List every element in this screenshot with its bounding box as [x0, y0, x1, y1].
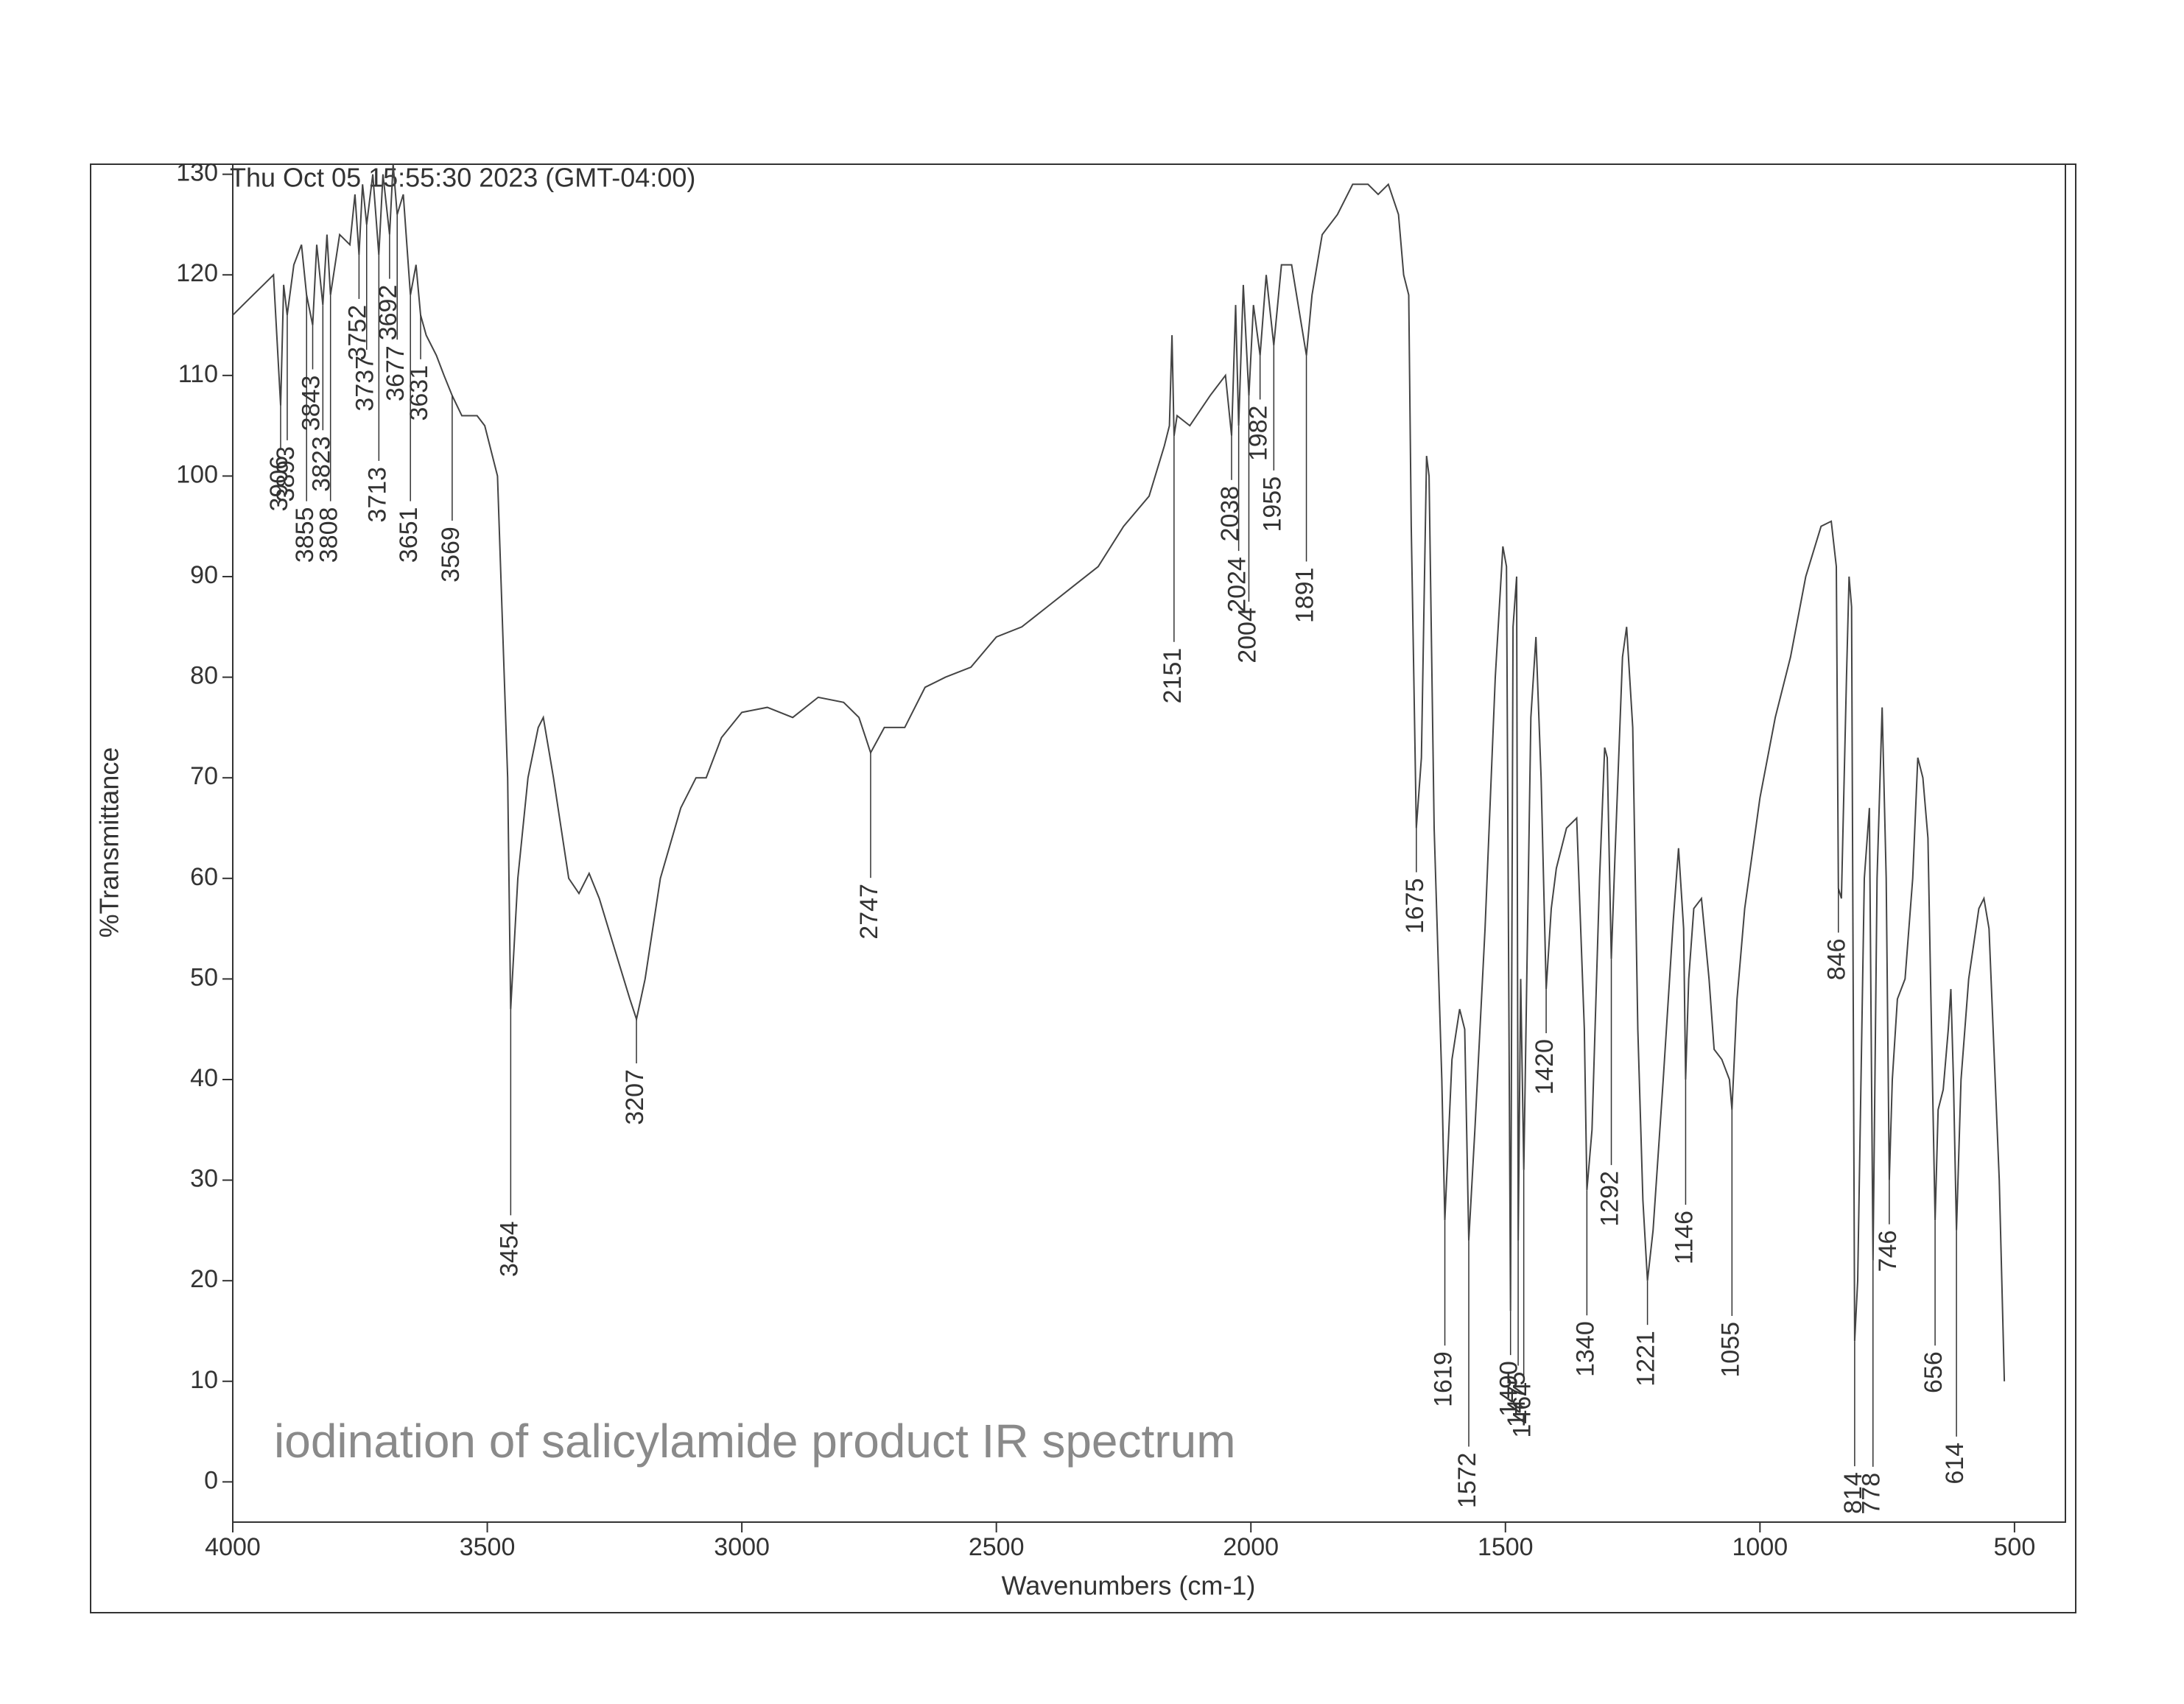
peak-label: 3808	[315, 507, 343, 563]
y-tick-label: 110	[178, 360, 218, 388]
peak-label: 3569	[437, 527, 465, 582]
peak-label: 1340	[1571, 1321, 1599, 1377]
y-tick-label: 90	[190, 561, 218, 589]
peak-label: 2038	[1216, 486, 1244, 542]
peak-label: 3651	[395, 507, 423, 563]
peak-label: 2151	[1159, 648, 1187, 704]
peak-label: 1464	[1509, 1382, 1537, 1438]
peak-label: 746	[1874, 1231, 1902, 1272]
y-axis-label: %Transmittance	[94, 747, 124, 938]
x-tick-label: 2500	[969, 1533, 1025, 1561]
peak-label: 614	[1941, 1443, 1969, 1485]
y-tick-label: 80	[190, 662, 218, 690]
peak-label: 3454	[495, 1221, 523, 1277]
peak-label: 3855	[291, 507, 319, 563]
x-tick-label: 2000	[1223, 1533, 1279, 1561]
peak-label: 3823	[307, 436, 335, 492]
x-tick-label: 500	[1994, 1533, 2036, 1561]
peak-label: 3752	[343, 305, 371, 361]
y-tick-label: 50	[190, 963, 218, 991]
peak-label: 1055	[1716, 1322, 1744, 1378]
peak-label: 1490	[1495, 1361, 1523, 1417]
x-tick-label: 3000	[714, 1533, 770, 1561]
peak-label: 3737	[351, 356, 379, 412]
y-tick-label: 10	[190, 1366, 218, 1394]
peak-label: 1982	[1245, 406, 1273, 462]
y-tick-label: 40	[190, 1064, 218, 1092]
peak-label: 1475	[1503, 1372, 1531, 1428]
peak-label: 3893	[272, 446, 300, 502]
x-tick-label: 1500	[1478, 1533, 1534, 1561]
peak-label: 3207	[621, 1069, 649, 1125]
peak-label: 3677	[382, 345, 410, 401]
peak-label: 3906	[265, 456, 293, 512]
y-tick-label: 120	[176, 259, 218, 287]
timestamp: Thu Oct 05 15:55:30 2023 (GMT-04:00)	[230, 163, 695, 193]
peak-label: 1572	[1453, 1453, 1481, 1509]
peak-label: 1146	[1670, 1211, 1698, 1264]
y-tick-label: 60	[190, 863, 218, 891]
peak-label: 656	[1920, 1351, 1948, 1393]
chart-title: iodination of salicylamide product IR sp…	[274, 1415, 1236, 1468]
plot-frame	[232, 163, 2066, 1523]
peak-label: 778	[1858, 1473, 1886, 1515]
y-tick-label: 100	[176, 460, 218, 488]
peak-label: 1675	[1401, 879, 1429, 934]
x-axis-label: Wavenumbers (cm-1)	[1002, 1571, 1256, 1601]
peak-label: 2004	[1233, 608, 1261, 663]
peak-label: 1221	[1632, 1331, 1660, 1387]
peak-label: 1420	[1531, 1039, 1559, 1095]
y-tick-label: 30	[190, 1165, 218, 1193]
x-tick-label: 4000	[205, 1533, 261, 1561]
x-tick-label: 1000	[1732, 1533, 1788, 1561]
y-tick-label: 70	[190, 762, 218, 790]
peak-label: 3843	[297, 376, 325, 432]
peak-label: 2747	[855, 884, 883, 940]
x-tick-label: 3500	[460, 1533, 516, 1561]
y-tick-label: 0	[204, 1466, 218, 1494]
peak-label: 3692	[374, 285, 402, 341]
peak-label: 1955	[1258, 476, 1286, 532]
y-tick-label: 130	[176, 159, 218, 187]
peak-label: 2024	[1223, 557, 1251, 613]
y-tick-label: 20	[190, 1265, 218, 1293]
peak-label: 3713	[363, 467, 391, 523]
peak-label: 1619	[1430, 1351, 1458, 1407]
peak-label: 1891	[1291, 568, 1319, 624]
peak-label: 846	[1823, 938, 1851, 980]
peak-label: 3631	[405, 365, 433, 421]
peak-label: 814	[1839, 1472, 1867, 1514]
spectrum-line	[232, 163, 2006, 1381]
peak-label: 1292	[1596, 1171, 1624, 1227]
